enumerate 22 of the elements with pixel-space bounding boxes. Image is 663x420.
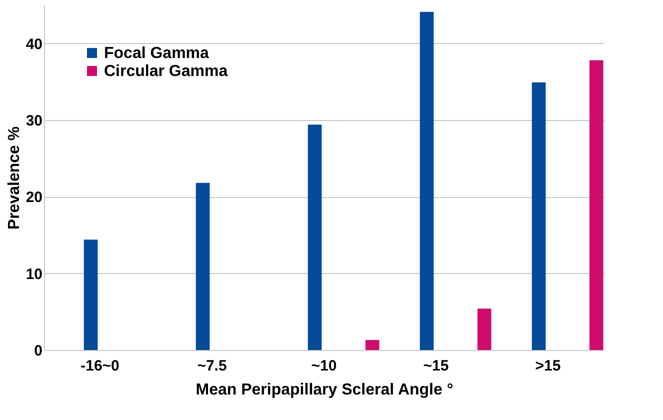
x-tick-label: ~7.5 xyxy=(197,358,227,374)
y-tick-label: 40 xyxy=(26,36,42,53)
bar xyxy=(589,60,604,350)
bar xyxy=(196,182,210,350)
y-tick-label: 0 xyxy=(34,342,42,360)
x-tick-label: -16~0 xyxy=(80,358,120,374)
bar xyxy=(420,12,434,350)
y-axis-title: Prevalence % xyxy=(6,126,23,230)
bar xyxy=(532,82,546,350)
legend-label: Circular Gamma xyxy=(104,63,228,80)
bar xyxy=(84,240,98,350)
x-tick-label: ~15 xyxy=(423,358,449,374)
x-tick-label: ~10 xyxy=(311,358,337,374)
x-tick-label: >15 xyxy=(535,358,561,374)
bar xyxy=(477,308,492,350)
y-tick-label: 10 xyxy=(26,266,42,283)
bar xyxy=(308,124,322,350)
legend-label: Focal Gamma xyxy=(104,45,210,62)
x-axis-title: Mean Peripapillary Scleral Angle ° xyxy=(196,382,454,398)
y-tick-label: 30 xyxy=(26,112,42,130)
y-tick-label: 20 xyxy=(26,189,42,206)
bar xyxy=(365,340,380,350)
